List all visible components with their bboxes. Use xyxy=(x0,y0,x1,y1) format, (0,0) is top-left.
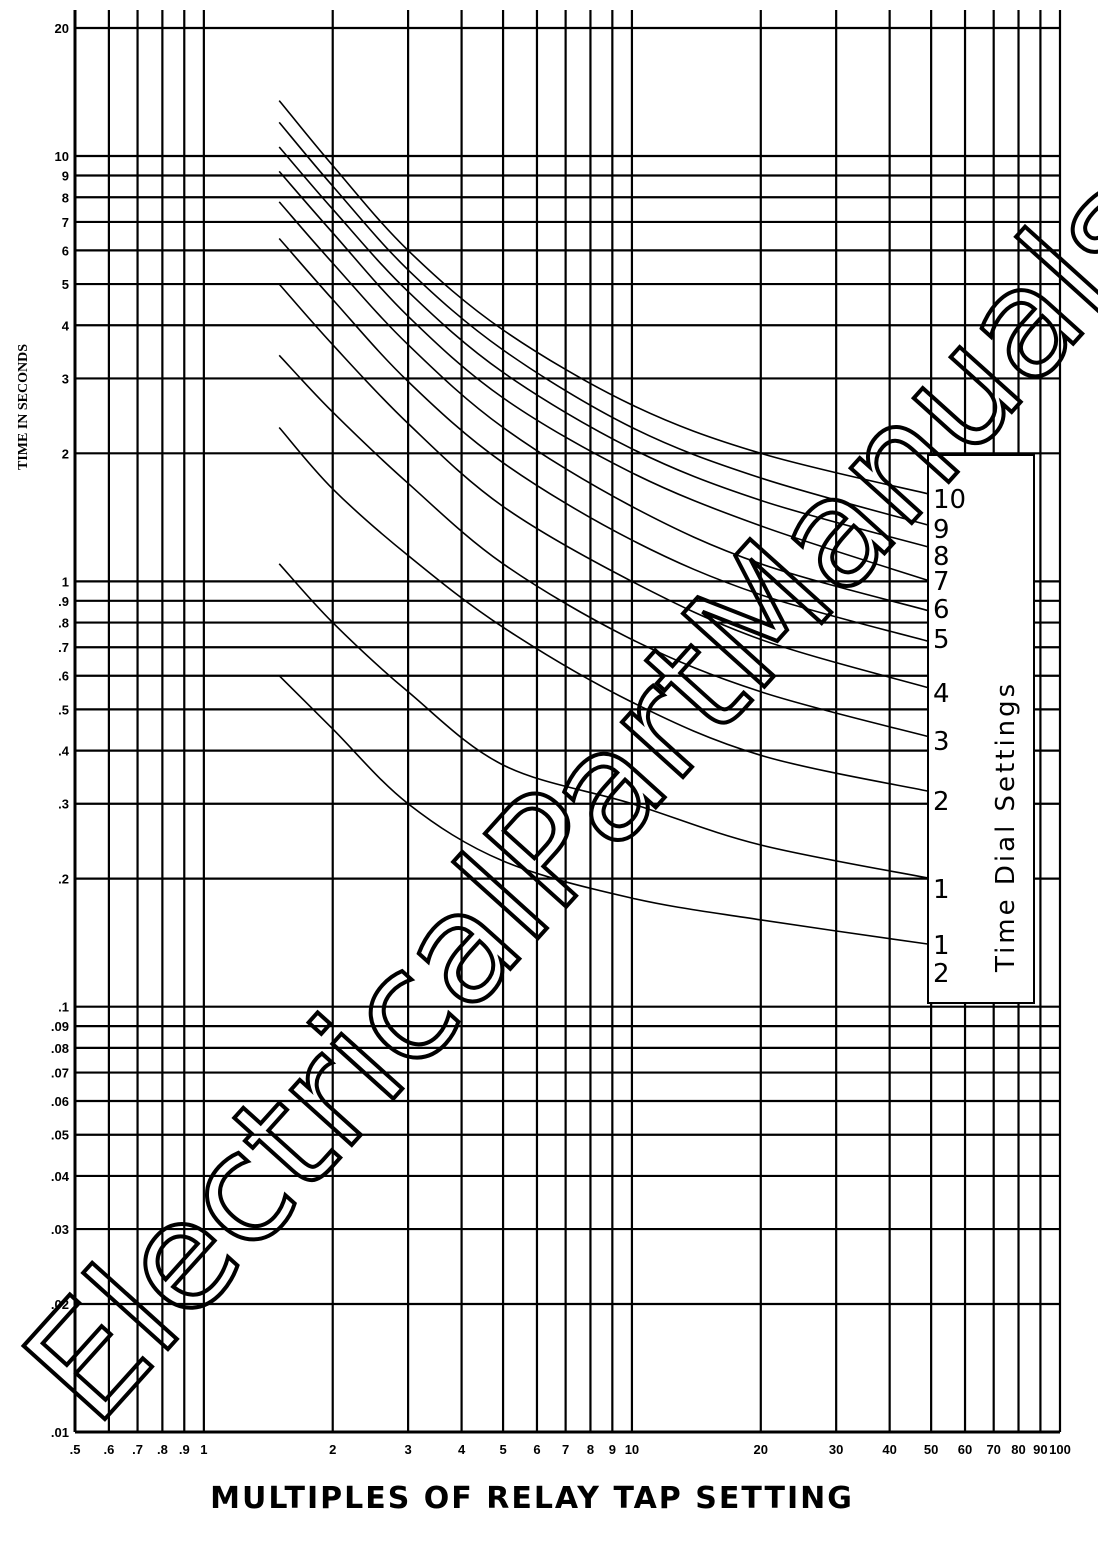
dial-label: 10 xyxy=(933,485,966,515)
y-tick-label: 3 xyxy=(62,371,69,386)
x-tick-label: 10 xyxy=(625,1442,639,1457)
x-tick-labels: .5 .6 .7 .8 .9 1 2 3 4 5 6 7 8 9 10 20 30 40 50 60 70 80 90 100 xyxy=(70,1442,1071,1457)
y-tick-labels: .01 .02 .03 .04 .05 .06 .07 .08 .09 .1 .2 .3 .4 .5 .6.… xyxy=(51,21,70,1440)
y-tick-label: 7 xyxy=(62,215,69,230)
y-tick-label: .02 xyxy=(51,1297,69,1312)
x-tick-label: 1 xyxy=(200,1442,207,1457)
dial-legend-box xyxy=(927,454,1035,1004)
y-tick-label: .09 xyxy=(51,1019,69,1034)
x-tick-label: 2 xyxy=(329,1442,336,1457)
dial-curve-3 xyxy=(278,354,932,739)
x-tick-label: .7 xyxy=(132,1442,143,1457)
x-tick-label: 100 xyxy=(1049,1442,1071,1457)
dial-curve-5 xyxy=(278,237,932,643)
y-tick-label: .9 xyxy=(58,594,69,609)
x-tick-label: 8 xyxy=(587,1442,594,1457)
x-tick-label: 90 xyxy=(1033,1442,1047,1457)
y-tick-label: .01 xyxy=(51,1425,69,1440)
x-tick-label: .6 xyxy=(103,1442,114,1457)
x-tick-label: 60 xyxy=(958,1442,972,1457)
dial-label: 7 xyxy=(933,567,950,597)
dial-curves xyxy=(278,100,932,946)
y-tick-label: 20 xyxy=(55,21,69,36)
y-tick-label: .8 xyxy=(58,616,69,631)
x-tick-label: .9 xyxy=(179,1442,190,1457)
y-tick-label: .7 xyxy=(58,640,69,655)
x-tick-label: 3 xyxy=(404,1442,411,1457)
y-tick-label: 2 xyxy=(62,446,69,461)
y-tick-label: .04 xyxy=(51,1169,70,1184)
dial-label: 9 xyxy=(933,515,950,545)
dial-curve-6 xyxy=(278,201,932,613)
dial-legend-title: Time Dial Settings xyxy=(991,681,1021,973)
y-tick-label: .08 xyxy=(51,1041,69,1056)
y-tick-label: 4 xyxy=(62,318,70,333)
y-axis-title: TIME IN SECONDS xyxy=(16,344,31,470)
y-tick-label: 8 xyxy=(62,190,69,205)
dial-label: 5 xyxy=(933,625,950,655)
dial-label: 8 xyxy=(933,542,950,572)
dial-label: 1 xyxy=(933,875,950,905)
x-tick-label: 70 xyxy=(986,1442,1000,1457)
y-tick-label: .2 xyxy=(58,872,69,887)
x-tick-label: 6 xyxy=(533,1442,540,1457)
x-tick-label: 80 xyxy=(1011,1442,1025,1457)
x-tick-label: 20 xyxy=(754,1442,768,1457)
dial-label: 3 xyxy=(933,727,950,757)
dial-curve-1 xyxy=(278,563,932,880)
dial-curve-1-2 xyxy=(278,675,932,946)
y-tick-label: 1 xyxy=(62,574,69,589)
y-tick-label: .05 xyxy=(51,1128,69,1143)
dial-label: 2 xyxy=(933,787,950,817)
y-tick-label: .1 xyxy=(58,1000,69,1015)
dial-curve-10 xyxy=(278,100,932,496)
y-tick-label: .3 xyxy=(58,797,69,812)
y-tick-label: .5 xyxy=(58,702,69,717)
x-tick-label: 30 xyxy=(829,1442,843,1457)
dial-curve-8 xyxy=(278,146,932,549)
chart-grid xyxy=(73,10,1062,1434)
dial-curve-7 xyxy=(278,170,932,583)
x-tick-label: 5 xyxy=(499,1442,506,1457)
y-tick-label: 5 xyxy=(62,277,69,292)
y-tick-label: .07 xyxy=(51,1066,69,1081)
dial-label: 1 xyxy=(933,931,950,961)
x-tick-label: 50 xyxy=(924,1442,938,1457)
y-tick-label: .6 xyxy=(58,669,69,684)
y-tick-label: .4 xyxy=(58,744,70,759)
x-tick-label: .8 xyxy=(157,1442,168,1457)
x-tick-label: .5 xyxy=(70,1442,81,1457)
x-tick-label: 4 xyxy=(458,1442,466,1457)
dial-label: 4 xyxy=(933,679,950,709)
dial-curve-2 xyxy=(278,426,932,793)
x-tick-label: 40 xyxy=(882,1442,896,1457)
dial-curve-4 xyxy=(278,283,932,690)
y-tick-label: .03 xyxy=(51,1222,69,1237)
y-tick-label: 6 xyxy=(62,243,69,258)
y-tick-label: 9 xyxy=(62,168,69,183)
x-axis-title: MULTIPLES OF RELAY TAP SETTING xyxy=(210,1481,854,1516)
y-tick-label: 10 xyxy=(55,149,69,164)
dial-curve-9 xyxy=(278,121,932,527)
y-tick-label: .06 xyxy=(51,1094,69,1109)
dial-label: 6 xyxy=(933,595,950,625)
x-tick-label: 9 xyxy=(609,1442,616,1457)
dial-label: 2 xyxy=(933,959,950,989)
x-tick-label: 7 xyxy=(562,1442,569,1457)
